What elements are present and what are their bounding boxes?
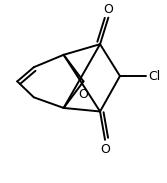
- Text: O: O: [103, 3, 113, 16]
- Text: O: O: [78, 88, 89, 101]
- Text: Cl: Cl: [148, 70, 160, 83]
- Text: O: O: [100, 143, 110, 156]
